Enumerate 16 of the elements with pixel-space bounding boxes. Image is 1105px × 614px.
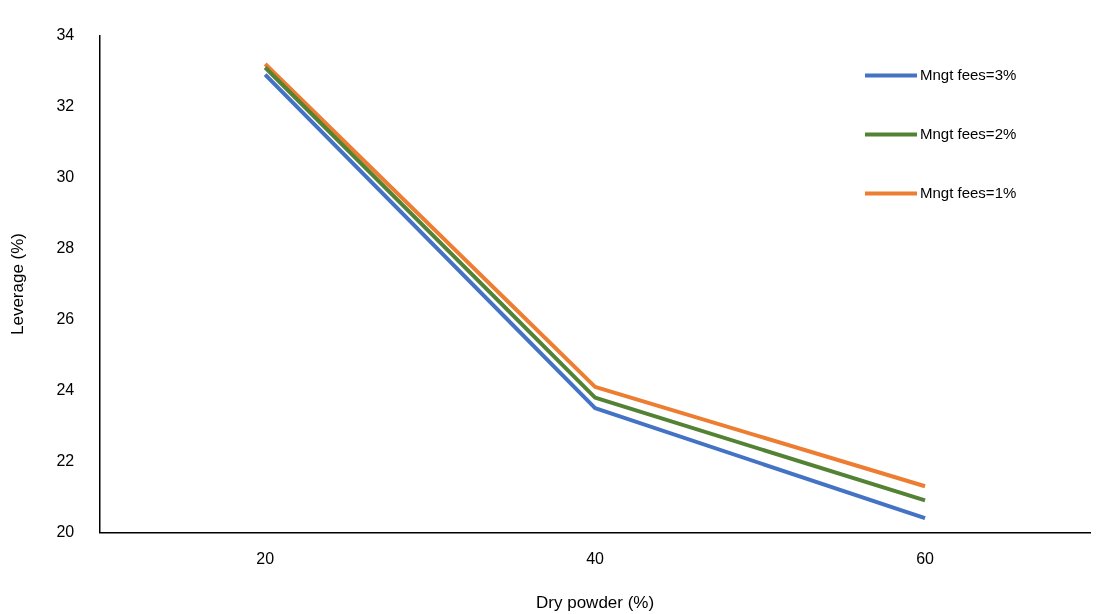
y-tick-label: 28 — [56, 238, 75, 256]
x-tick-label: 60 — [916, 550, 935, 568]
x-axis-title: Dry powder (%) — [536, 593, 655, 613]
y-tick-label: 24 — [56, 380, 75, 398]
y-tick-label: 26 — [56, 309, 75, 327]
y-tick-label: 34 — [56, 26, 75, 44]
y-tick-label: 32 — [56, 96, 75, 114]
x-tick-label: 20 — [256, 550, 275, 568]
legend-label: Mngt fees=1% — [920, 183, 1017, 201]
legend-label: Mngt fees=2% — [920, 124, 1017, 142]
y-tick-label: 20 — [56, 522, 75, 540]
y-tick-label: 22 — [56, 451, 75, 469]
y-tick-label: 30 — [56, 167, 75, 185]
y-axis-title: Leverage (%) — [7, 232, 27, 336]
legend-label: Mngt fees=3% — [920, 65, 1017, 83]
x-tick-label: 40 — [586, 550, 605, 568]
